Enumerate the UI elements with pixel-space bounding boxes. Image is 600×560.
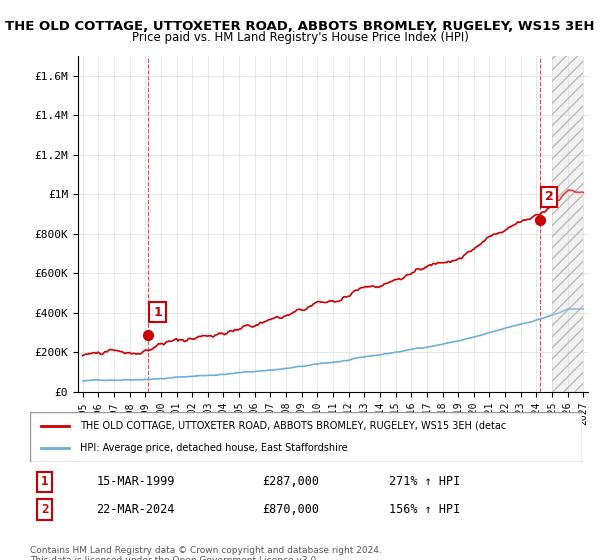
Text: 22-MAR-2024: 22-MAR-2024 [96,503,175,516]
Text: 2: 2 [41,503,49,516]
Text: 15-MAR-1999: 15-MAR-1999 [96,475,175,488]
Text: £870,000: £870,000 [262,503,319,516]
Text: £287,000: £287,000 [262,475,319,488]
Text: 2: 2 [545,190,553,203]
Text: Contains HM Land Registry data © Crown copyright and database right 2024.
This d: Contains HM Land Registry data © Crown c… [30,546,382,560]
Text: HPI: Average price, detached house, East Staffordshire: HPI: Average price, detached house, East… [80,443,347,453]
Point [535,216,545,225]
Point [143,331,153,340]
Text: 271% ↑ HPI: 271% ↑ HPI [389,475,460,488]
Text: 156% ↑ HPI: 156% ↑ HPI [389,503,460,516]
Text: 1: 1 [153,306,162,319]
Text: THE OLD COTTAGE, UTTOXETER ROAD, ABBOTS BROMLEY, RUGELEY, WS15 3EH (detac: THE OLD COTTAGE, UTTOXETER ROAD, ABBOTS … [80,421,506,431]
Text: THE OLD COTTAGE, UTTOXETER ROAD, ABBOTS BROMLEY, RUGELEY, WS15 3EH: THE OLD COTTAGE, UTTOXETER ROAD, ABBOTS … [5,20,595,32]
Text: 1: 1 [41,475,49,488]
Text: Price paid vs. HM Land Registry's House Price Index (HPI): Price paid vs. HM Land Registry's House … [131,31,469,44]
Bar [552,56,583,392]
Bar [552,56,583,392]
FancyBboxPatch shape [30,412,582,462]
